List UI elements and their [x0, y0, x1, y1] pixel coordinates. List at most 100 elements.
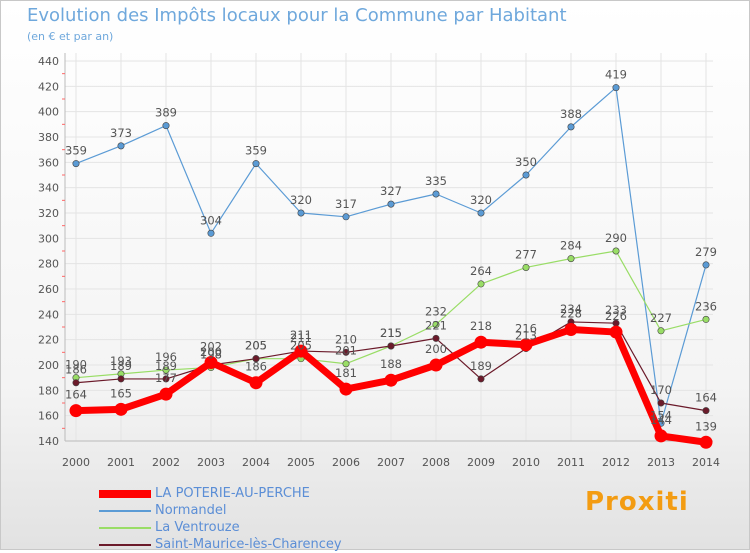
x-tick-label: 2002 [152, 456, 180, 469]
data-label-saint-maurice-les-charencey: 215 [380, 326, 402, 340]
data-label-la-poterie-au-perche: 228 [560, 307, 582, 321]
data-label-normandel: 320 [470, 193, 492, 207]
data-point-normandel [162, 122, 170, 130]
y-tick-label: 360 [38, 156, 59, 169]
x-tick-label: 2011 [557, 456, 585, 469]
y-tick-label: 220 [38, 334, 59, 347]
data-point-normandel [342, 213, 350, 221]
x-tick-label: 2003 [197, 456, 225, 469]
axes: 140 160 180 200 220 240 260 280 300 320 340 360 380 4… [38, 53, 720, 469]
x-tick-label: 2005 [287, 456, 315, 469]
data-label-la-ventrouze: 227 [650, 311, 672, 325]
legend-item-normandel: Normandel [99, 502, 342, 519]
data-point-normandel [477, 209, 485, 217]
data-label-normandel: 154 [650, 408, 672, 422]
data-label-normandel: 335 [425, 174, 447, 188]
x-tick-label: 2013 [647, 456, 675, 469]
legend-label-poterie: LA POTERIE-AU-PERCHE [155, 486, 310, 501]
data-label-normandel: 389 [155, 106, 177, 120]
data-label-la-ventrouze: 201 [335, 344, 357, 358]
data-point-saint-maurice-les-charencey [117, 375, 125, 383]
data-label-normandel: 359 [245, 144, 267, 158]
data-point-la-poterie-au-perche [699, 435, 713, 449]
data-point-normandel [432, 190, 440, 198]
data-point-normandel [387, 200, 395, 208]
y-tick-label: 320 [38, 207, 59, 220]
data-label-la-poterie-au-perche: 202 [200, 339, 222, 353]
y-tick-label: 260 [38, 283, 59, 296]
x-tick-label: 2000 [62, 456, 90, 469]
data-point-normandel [252, 160, 260, 168]
data-point-la-ventrouze [342, 360, 350, 368]
data-label-la-poterie-au-perche: 177 [155, 371, 177, 385]
data-label-la-ventrouze: 277 [515, 247, 537, 261]
data-point-la-ventrouze [522, 263, 530, 271]
y-tick-label: 280 [38, 258, 59, 271]
series-layer [69, 84, 713, 449]
data-label-la-ventrouze: 198 [200, 348, 222, 362]
data-label-la-ventrouze: 205 [245, 339, 267, 353]
data-point-la-poterie-au-perche [339, 382, 353, 396]
x-tick-label: 2010 [512, 456, 540, 469]
data-point-la-ventrouze [657, 327, 665, 335]
data-point-normandel [612, 84, 620, 92]
x-tick-label: 2007 [377, 456, 405, 469]
data-point-la-ventrouze [612, 247, 620, 255]
data-point-la-poterie-au-perche [429, 358, 443, 372]
data-point-normandel [207, 229, 215, 237]
legend-item-saint-maurice: Saint-Maurice-lès-Charencey [99, 536, 342, 553]
data-point-la-poterie-au-perche [564, 323, 578, 337]
data-label-la-ventrouze: 190 [65, 358, 87, 372]
x-tick-label: 2006 [332, 456, 360, 469]
y-tick-label: 160 [38, 410, 59, 423]
data-label-saint-maurice-les-charencey: 200 [200, 345, 222, 359]
data-label-la-poterie-au-perche: 216 [515, 322, 537, 336]
data-label-la-ventrouze: 215 [380, 326, 402, 340]
x-tick-label: 2008 [422, 456, 450, 469]
y-tick-label: 240 [38, 308, 59, 321]
grid-lines [65, 53, 713, 442]
legend-item-ventrouze: La Ventrouze [99, 519, 342, 536]
data-point-la-poterie-au-perche [609, 325, 623, 339]
data-label-la-ventrouze: 284 [560, 239, 582, 253]
data-point-la-poterie-au-perche [69, 404, 83, 418]
data-point-normandel [567, 123, 575, 131]
data-labels: 359 373 389 304 359 320 317 327 335 320 350 388 419 1… [65, 68, 717, 434]
data-point-la-poterie-au-perche [114, 402, 128, 416]
data-point-saint-maurice-les-charencey [702, 407, 710, 415]
data-point-la-ventrouze [162, 366, 170, 374]
x-tick-label: 2001 [107, 456, 135, 469]
y-tick-label: 440 [38, 55, 59, 68]
data-label-la-poterie-au-perche: 139 [695, 419, 717, 433]
data-point-la-poterie-au-perche [249, 376, 263, 390]
data-label-la-ventrouze: 290 [605, 231, 627, 245]
data-label-la-poterie-au-perche: 188 [380, 357, 402, 371]
x-tick-label: 2009 [467, 456, 495, 469]
data-label-saint-maurice-les-charencey: 164 [695, 391, 717, 405]
y-tick-label: 420 [38, 80, 59, 93]
data-point-la-poterie-au-perche [654, 429, 668, 443]
y-tick-label: 200 [38, 359, 59, 372]
data-label-saint-maurice-les-charencey: 189 [155, 359, 177, 373]
data-label-la-poterie-au-perche: 218 [470, 319, 492, 333]
data-point-saint-maurice-les-charencey [252, 355, 260, 363]
data-label-normandel: 359 [65, 144, 87, 158]
data-point-saint-maurice-les-charencey [72, 379, 80, 387]
data-point-la-poterie-au-perche [519, 338, 533, 352]
proxiti-logo: Proxiti [585, 487, 689, 517]
data-label-la-poterie-au-perche: 186 [245, 360, 267, 374]
data-label-la-poterie-au-perche: 164 [65, 388, 87, 402]
data-point-la-poterie-au-perche [474, 335, 488, 349]
data-label-la-poterie-au-perche: 181 [335, 366, 357, 380]
data-point-saint-maurice-les-charencey [432, 334, 440, 342]
data-label-normandel: 373 [110, 126, 132, 140]
data-label-saint-maurice-les-charencey: 189 [470, 359, 492, 373]
data-label-saint-maurice-les-charencey: 170 [650, 383, 672, 397]
data-label-normandel: 304 [200, 213, 222, 227]
data-label-saint-maurice-les-charencey: 234 [560, 302, 582, 316]
data-label-saint-maurice-les-charencey: 221 [425, 318, 447, 332]
data-label-normandel: 419 [605, 68, 627, 82]
data-label-normandel: 320 [290, 193, 312, 207]
data-point-normandel [522, 171, 530, 179]
legend-item-poterie: LA POTERIE-AU-PERCHE [99, 485, 342, 502]
